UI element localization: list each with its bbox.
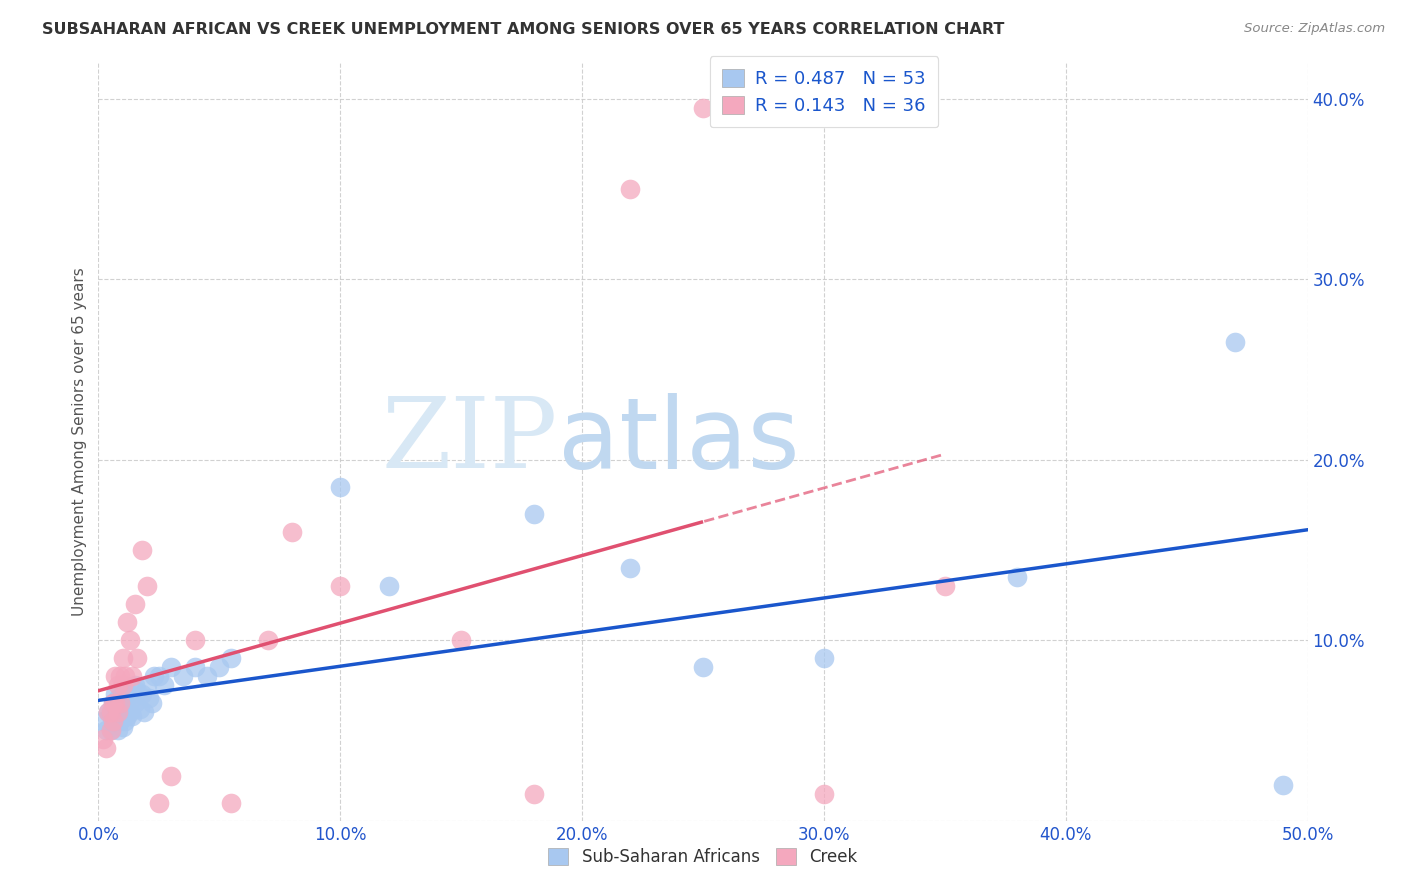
Point [1272,778,1295,792]
Point [124,678,146,692]
Point [101,714,124,729]
Point [160,660,183,674]
Point [121,709,143,723]
Point [108,696,131,710]
Point [523,507,546,521]
Point [108,714,131,729]
Point [208,660,231,674]
Point [221,651,243,665]
Point [221,796,243,810]
Point [131,542,153,557]
Point [118,687,141,701]
Point [111,687,134,701]
Point [143,669,166,683]
Point [111,720,134,734]
Point [100,706,122,720]
Point [619,182,641,196]
Point [148,796,170,810]
Point [111,702,134,716]
Point [121,669,143,683]
Point [127,683,149,698]
Text: ZIP: ZIP [381,393,558,490]
Point [692,660,714,674]
Point [138,690,160,705]
Point [450,633,472,648]
Point [101,714,124,729]
Point [523,787,546,801]
Point [619,561,641,575]
Point [94,723,117,738]
Point [108,669,131,683]
Point [117,709,139,723]
Point [184,660,207,674]
Point [107,706,129,720]
Point [108,696,131,710]
Point [135,579,157,593]
Point [1223,335,1246,350]
Point [160,768,183,782]
Point [114,669,136,683]
Point [195,669,218,683]
Point [91,714,114,729]
Point [111,651,134,665]
Point [101,696,124,710]
Point [1007,570,1029,584]
Point [104,696,127,710]
Point [91,732,114,747]
Point [134,706,156,720]
Point [135,678,157,692]
Point [141,696,163,710]
Point [121,690,143,705]
Point [107,723,129,738]
Text: Source: ZipAtlas.com: Source: ZipAtlas.com [1244,22,1385,36]
Point [118,706,141,720]
Point [256,633,278,648]
Point [107,678,129,692]
Point [104,696,127,710]
Point [329,579,352,593]
Point [692,101,714,115]
Point [114,696,136,710]
Point [127,651,149,665]
Point [100,723,122,738]
Point [124,597,146,611]
Point [114,714,136,729]
Point [124,696,146,710]
Point [111,678,134,692]
Point [101,696,124,710]
Point [281,524,304,539]
Text: SUBSAHARAN AFRICAN VS CREEK UNEMPLOYMENT AMONG SENIORS OVER 65 YEARS CORRELATION: SUBSAHARAN AFRICAN VS CREEK UNEMPLOYMENT… [42,22,1004,37]
Point [934,579,956,593]
Legend: Sub-Saharan Africans, Creek: Sub-Saharan Africans, Creek [540,840,866,875]
Point [813,787,835,801]
Point [329,480,352,494]
Point [172,669,194,683]
Point [128,702,150,716]
Point [107,706,129,720]
Point [94,741,117,756]
Point [97,706,120,720]
Point [117,690,139,705]
Point [152,678,174,692]
Point [117,615,139,629]
Point [97,706,120,720]
Point [184,633,207,648]
Point [104,714,127,729]
Point [813,651,835,665]
Point [377,579,399,593]
Point [148,669,170,683]
Point [100,723,122,738]
Point [107,690,129,705]
Point [104,669,127,683]
Point [100,706,122,720]
Point [118,633,141,648]
Y-axis label: Unemployment Among Seniors over 65 years: Unemployment Among Seniors over 65 years [72,268,87,615]
Point [131,687,153,701]
Point [104,687,127,701]
Text: atlas: atlas [558,393,800,490]
Legend: R = 0.487   N = 53, R = 0.143   N = 36: R = 0.487 N = 53, R = 0.143 N = 36 [710,56,938,128]
